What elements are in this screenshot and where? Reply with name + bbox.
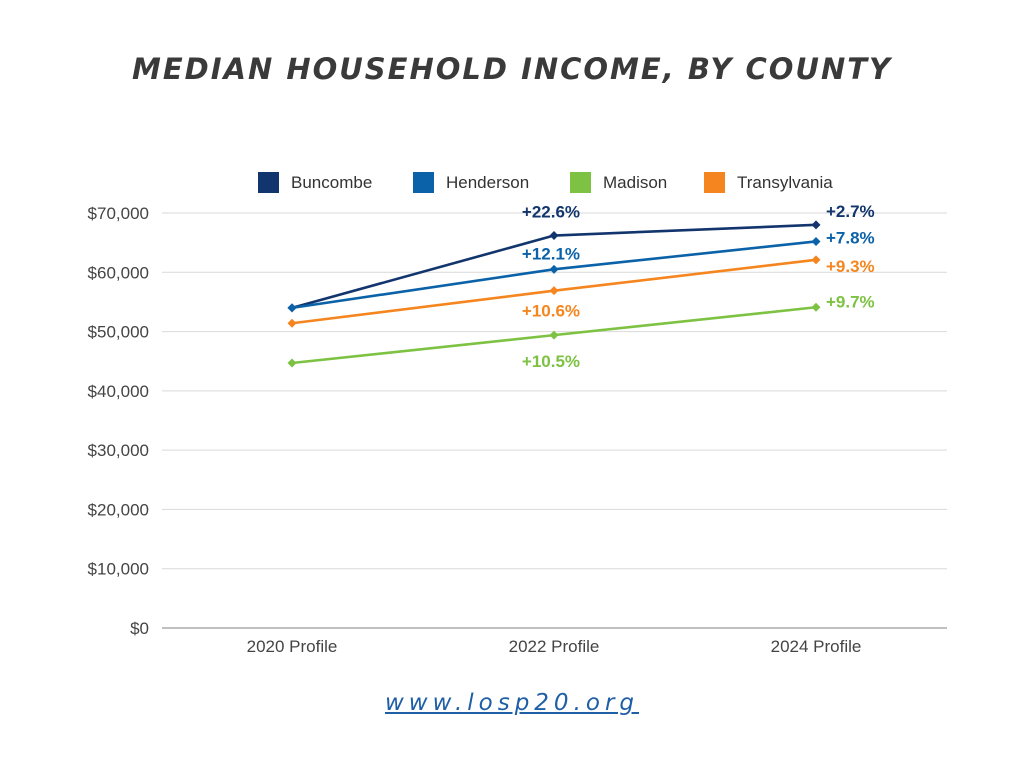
legend-label: Buncombe: [291, 173, 372, 192]
data-point-transylvania: [287, 318, 297, 328]
x-tick-label: 2020 Profile: [247, 637, 338, 656]
data-point-henderson: [549, 264, 559, 274]
legend-item-transylvania: Transylvania: [704, 172, 833, 193]
y-tick-label: $60,000: [88, 263, 149, 282]
data-point-henderson: [811, 236, 821, 246]
legend-item-buncombe: Buncombe: [258, 172, 372, 193]
data-point-henderson: [287, 303, 297, 313]
chart-title: MEDIAN HOUSEHOLD INCOME, BY COUNTY: [131, 52, 892, 86]
y-tick-label: $70,000: [88, 204, 149, 223]
data-point-buncombe: [811, 220, 821, 230]
legend-item-madison: Madison: [570, 172, 667, 193]
data-label-transylvania: +10.6%: [522, 302, 580, 321]
legend-swatch: [258, 172, 279, 193]
x-tick-label: 2022 Profile: [509, 637, 600, 656]
data-label-transylvania: +9.3%: [826, 257, 875, 276]
data-point-madison: [549, 330, 559, 340]
data-label-madison: +10.5%: [522, 352, 580, 371]
legend-swatch: [413, 172, 434, 193]
website-link[interactable]: www.losp20.org: [384, 690, 640, 716]
legend-item-henderson: Henderson: [413, 172, 529, 193]
data-label-henderson: +12.1%: [522, 244, 580, 263]
data-point-madison: [287, 358, 297, 368]
legend-label: Transylvania: [737, 173, 833, 192]
data-label-madison: +9.7%: [826, 292, 875, 311]
y-tick-label: $0: [130, 619, 149, 638]
data-label-henderson: +7.8%: [826, 228, 875, 247]
legend-label: Henderson: [446, 173, 529, 192]
legend-swatch: [704, 172, 725, 193]
y-tick-label: $20,000: [88, 500, 149, 519]
data-point-madison: [811, 302, 821, 312]
y-tick-label: $30,000: [88, 441, 149, 460]
y-tick-label: $50,000: [88, 323, 149, 342]
data-point-transylvania: [549, 286, 559, 296]
y-tick-label: $40,000: [88, 382, 149, 401]
legend-label: Madison: [603, 173, 667, 192]
data-label-buncombe: +2.7%: [826, 202, 875, 221]
footer: www.losp20.org: [0, 690, 1024, 716]
y-tick-label: $10,000: [88, 560, 149, 579]
data-label-buncombe: +22.6%: [522, 203, 580, 222]
data-point-transylvania: [811, 255, 821, 265]
data-point-buncombe: [549, 231, 559, 241]
x-tick-label: 2024 Profile: [771, 637, 862, 656]
legend-swatch: [570, 172, 591, 193]
